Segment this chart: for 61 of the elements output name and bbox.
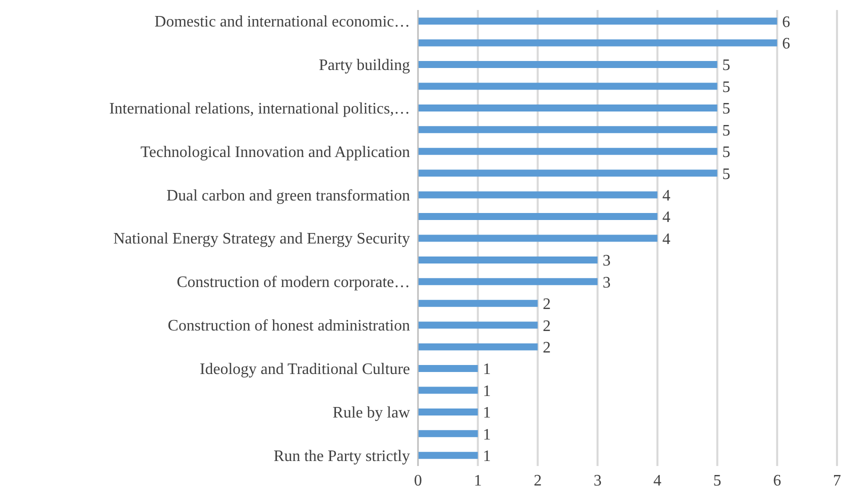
bar [418,191,658,198]
x-tick-label: 0 [414,472,422,490]
data-label: 3 [602,274,611,292]
bar [418,386,478,394]
bar [418,148,718,155]
x-tick-label: 2 [534,472,542,490]
data-label: 3 [602,252,611,270]
bar [418,343,538,350]
bar [418,278,598,286]
y-tick-label: Dual carbon and green transformation [166,187,410,204]
data-label: 4 [662,187,670,204]
bar [418,322,538,329]
bar [418,126,718,134]
data-label: 1 [482,404,491,422]
data-label: 2 [542,296,551,314]
data-label: 5 [722,122,730,140]
bar [418,256,598,264]
bar [418,213,658,220]
data-label: 2 [542,339,551,356]
bar [418,82,718,90]
y-tick-label: Ideology and Traditional Culture [200,360,410,378]
data-label: 1 [482,361,491,378]
data-label: 1 [482,448,491,466]
y-tick-label: Technological Innovation and Application [140,144,410,161]
bar [418,452,478,459]
bar [418,300,538,307]
y-tick-label: Party building [318,56,410,74]
data-label: 1 [482,426,491,444]
data-label: 6 [782,14,790,31]
y-tick-label: Construction of honest administration [168,318,410,335]
y-tick-label: Run the Party strictly [274,448,410,465]
y-tick-label: International relations, international politics,… [109,100,410,118]
y-tick-label: Domestic and international economic… [154,14,410,31]
data-label: 2 [542,318,551,335]
y-tick-label: Construction of modern corporate… [176,274,410,292]
y-tick-label: Rule by law [332,404,410,422]
x-tick-label: 3 [594,472,602,490]
data-label: 5 [722,100,730,118]
bar [418,104,718,112]
data-label: 6 [782,35,790,52]
bar [418,61,718,68]
bar [418,39,778,46]
bar [418,430,478,438]
bar [418,170,718,177]
data-label: 4 [662,209,670,226]
bar [418,18,778,25]
data-label: 5 [722,57,730,74]
x-tick-label: 1 [474,472,482,490]
bar [418,365,478,372]
data-label: 4 [662,230,670,248]
bar [418,408,478,416]
data-label: 5 [722,166,730,183]
x-tick-label: 6 [773,472,782,490]
y-tick-label: National Energy Strategy and Energy Security [113,230,410,248]
data-label: 1 [482,382,491,400]
x-tick-label: 7 [833,472,841,490]
data-label: 5 [722,144,730,162]
x-tick-label: 4 [653,472,662,490]
x-tick-label: 5 [713,472,722,490]
bar [418,234,658,242]
data-label: 5 [722,78,730,96]
